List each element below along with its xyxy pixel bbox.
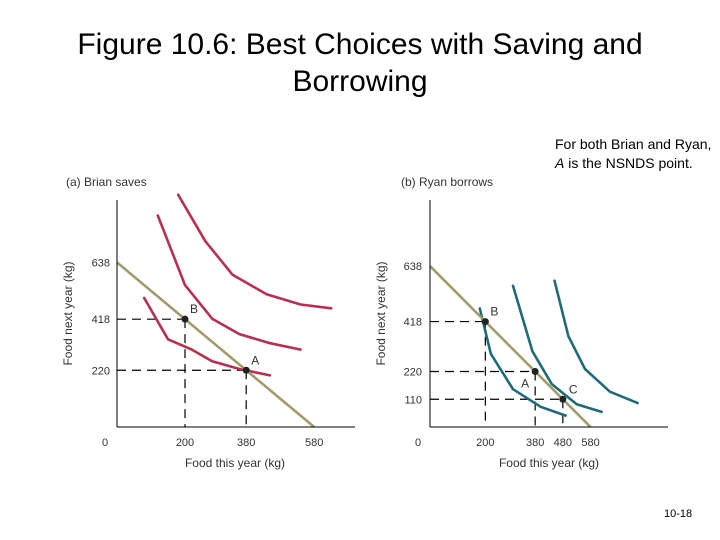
y-tick-label: 638 (92, 257, 110, 269)
point-label: B (190, 302, 198, 316)
note-part: For both Brian and Ryan, (555, 136, 712, 152)
y-axis-label: Food next year (kg) (374, 261, 388, 365)
note-part-italic: A (555, 155, 565, 171)
note-part: is the NSNDS point. (564, 155, 693, 171)
panel-title: (a) Brian saves (66, 175, 147, 189)
x-tick-label: 480 (554, 437, 572, 449)
indifference-curve (511, 284, 603, 414)
data-point (242, 366, 250, 374)
x-axis-label: Food this year (kg) (499, 456, 599, 470)
data-point (481, 318, 489, 326)
y-tick-label: 110 (404, 394, 422, 406)
point-label: C (569, 382, 578, 396)
point-label: A (251, 353, 259, 367)
indifference-curve (553, 279, 639, 405)
y-tick-label: 220 (404, 367, 422, 379)
indifference-curve (478, 307, 567, 417)
slide-title: Figure 10.6: Best Choices with Saving an… (77, 28, 643, 98)
y-tick-label: 418 (404, 317, 422, 329)
y-tick-label: 418 (92, 314, 110, 326)
y-tick-label: 638 (404, 261, 422, 273)
note-text: For both Brian and Ryan, A is the NSNDS … (555, 135, 715, 173)
data-point (559, 395, 567, 403)
data-point (181, 315, 189, 323)
indifference-curve (176, 193, 333, 310)
x-tick-label: 200 (476, 437, 494, 449)
x-tick-label: 580 (581, 437, 599, 449)
panel-title: (b) Ryan borrows (401, 175, 493, 189)
point-label: B (490, 305, 498, 319)
y-axis-label: Food next year (kg) (61, 261, 75, 365)
budget-line (116, 261, 316, 428)
y-tick-label: 220 (92, 365, 110, 377)
origin-label: 0 (102, 437, 108, 449)
x-tick-label: 200 (176, 437, 194, 449)
chart-panel-2: B A C 110 220 418 638 200 380 480 580 0 (b) Ryan bor… (374, 175, 668, 470)
data-point (531, 368, 539, 376)
origin-label: 0 (415, 437, 421, 449)
x-axis-label: Food this year (kg) (185, 456, 285, 470)
chart-panel-1: B A 220 418 638 200 380 580 0 (a) Brian saves Food… (61, 175, 355, 470)
indifference-curve (156, 214, 302, 351)
budget-line (429, 265, 592, 428)
x-tick-label: 380 (526, 437, 544, 449)
slide-number: 10-18 (664, 508, 693, 520)
point-label: A (521, 377, 529, 391)
x-tick-label: 580 (305, 437, 323, 449)
x-tick-label: 380 (237, 437, 255, 449)
